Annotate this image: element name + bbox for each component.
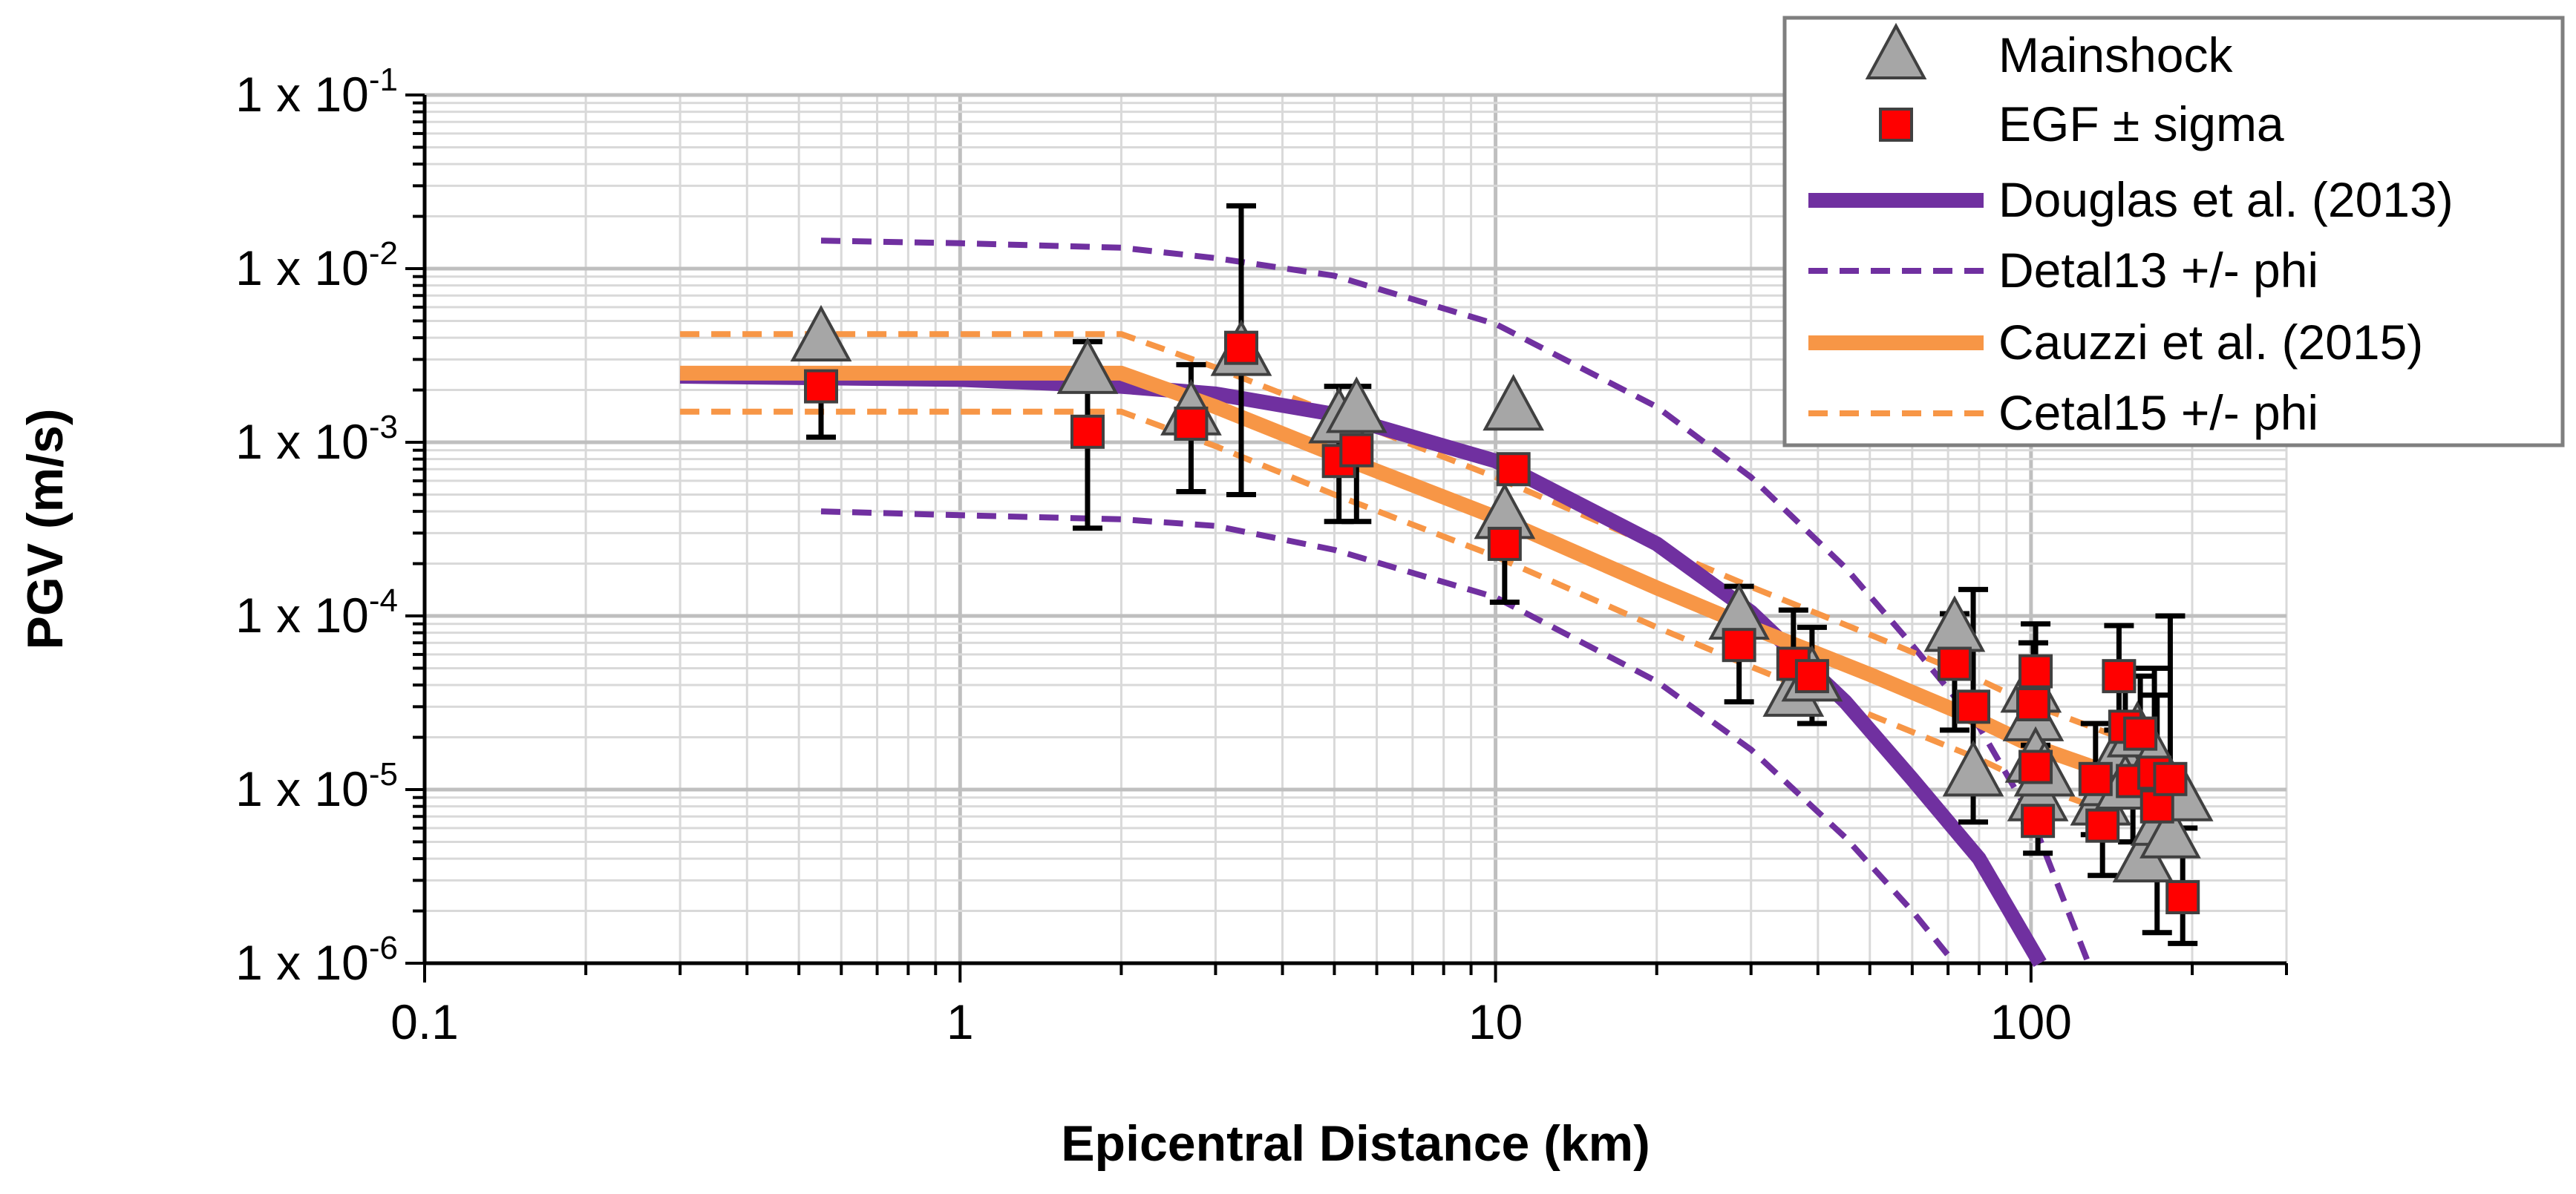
x-tick-label: 1 [947, 994, 974, 1049]
egf-point [2165, 880, 2200, 915]
egf-point [2085, 808, 2120, 843]
x-tick-labels: 0.1 1 10 100 [390, 994, 2072, 1049]
egf-point [1794, 659, 1829, 694]
egf-point [1937, 646, 1972, 681]
egf-point [1956, 689, 1991, 724]
egf-point [1496, 452, 1531, 487]
egf-point [2016, 687, 2050, 722]
legend-square-symbol [1879, 108, 1913, 142]
egf-point [2078, 761, 2113, 796]
dashed-curve [680, 331, 2111, 737]
y-tick-label: 1 x 10-1 [235, 62, 398, 122]
egf-point [2102, 659, 2137, 694]
egf-point [1339, 433, 1374, 468]
egf-point [804, 369, 839, 404]
y-tick-labels: 1 x 10-1 1 x 10-2 1 x 10-3 1 x 10-4 1 x 10-5… [235, 62, 398, 990]
y-tick-label: 1 x 10-4 [235, 583, 398, 643]
egf-point [1722, 628, 1756, 663]
axes [405, 94, 2288, 983]
egf-markers [804, 330, 2200, 915]
egf-point [2018, 749, 2053, 784]
legend-triangle-symbol [1865, 22, 1927, 79]
y-tick-label: 1 x 10-2 [235, 235, 398, 295]
legend: Mainshock EGF ± sigma Douglas et al. (2013… [1782, 16, 2565, 447]
egf-point [1487, 526, 1522, 561]
mainshock-point [1056, 337, 1119, 394]
legend-label: EGF ± sigma [1998, 96, 2284, 151]
y-tick-label: 1 x 10-6 [235, 930, 398, 990]
legend-label: Cauzzi et al. (2015) [1998, 315, 2423, 370]
egf-point [1174, 406, 1209, 441]
mainshock-point [1942, 740, 2004, 797]
mainshock-point [2139, 801, 2201, 859]
y-tick-label: 1 x 10-3 [235, 409, 398, 469]
egf-point [2021, 804, 2056, 839]
egf-point [2018, 654, 2053, 689]
mainshock-point [1482, 374, 1545, 431]
x-tick-label: 10 [1468, 994, 1523, 1049]
legend-label: Detal13 +/- phi [1998, 243, 2318, 298]
egf-point [2153, 761, 2188, 796]
egf-point [2139, 789, 2174, 824]
x-tick-label: 100 [1990, 994, 2072, 1049]
x-tick-label: 0.1 [390, 994, 459, 1049]
egf-point [1070, 414, 1105, 449]
mainshock-point [1325, 376, 1387, 433]
legend-label: Cetal15 +/- phi [1998, 385, 2318, 440]
y-tick-label: 1 x 10-5 [235, 756, 398, 816]
y-axis-title: PGV (m/s) [17, 409, 73, 650]
legend-box [1782, 16, 2565, 447]
legend-label: Douglas et al. (2013) [1998, 172, 2454, 227]
mainshock-point [790, 304, 852, 362]
x-axis-title: Epicentral Distance (km) [1061, 1115, 1650, 1172]
legend-label: Mainshock [1998, 27, 2233, 82]
egf-point [2123, 716, 2158, 751]
egf-point [1223, 330, 1258, 365]
